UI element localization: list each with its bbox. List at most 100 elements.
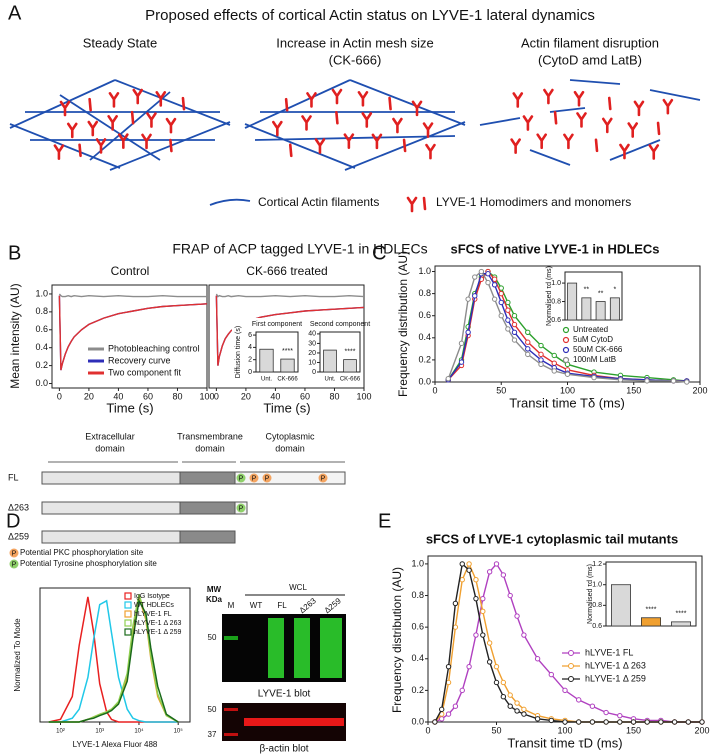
extracellular: [41, 501, 181, 515]
x-tick-label: 40: [113, 391, 123, 401]
y-axis-label: Normalized To Mode: [13, 618, 22, 692]
lane-label: Δ259: [323, 596, 344, 615]
legend-marker: [562, 336, 570, 344]
cytoplasmic: [234, 471, 346, 485]
legend-filament: [209, 198, 251, 206]
significance: ****: [676, 611, 687, 618]
lyve1-mark: [388, 96, 392, 111]
lyve1-mark: [272, 120, 283, 137]
phospho-label: P: [265, 475, 270, 482]
data-point: [551, 368, 557, 374]
domain-label: Transmembrane: [177, 431, 243, 441]
blot-label: KDa: [206, 595, 223, 604]
lyve1-mark: [411, 100, 423, 117]
y-tick-label: 0.6: [35, 324, 48, 334]
data-point: [439, 716, 445, 722]
lyve1-mark: [543, 88, 554, 105]
bar: [611, 584, 632, 627]
x-tick-label: 10⁵: [174, 728, 184, 735]
legend-text: WT HDLECs: [134, 602, 174, 609]
panel-label: E: [378, 510, 391, 532]
legend-swatch: [124, 610, 132, 618]
x-tick-label: 200: [692, 385, 707, 395]
data-point: [562, 719, 568, 725]
y-tick-label: 6: [248, 332, 252, 339]
data-point: [507, 692, 513, 698]
lyve1-mark: [425, 143, 436, 160]
legend-text: hLYVE-1 Δ 259: [134, 629, 181, 636]
lyve1-mark: [510, 138, 521, 154]
bar: [671, 621, 692, 627]
data-point: [525, 346, 531, 352]
lyve1-mark: [155, 91, 167, 107]
data-point: [459, 577, 465, 583]
x-tick-label: Unt.: [324, 377, 335, 383]
domain-label: domain: [275, 443, 305, 453]
data-point: [439, 706, 445, 713]
data-point: [493, 679, 500, 686]
data-point: [498, 299, 504, 306]
inset-title: Second component: [310, 321, 370, 328]
data-point: [603, 719, 609, 725]
state-title: Increase in Actin mesh size: [276, 35, 434, 50]
y-tick-label: 1.0: [35, 288, 48, 298]
legend-text: hLYVE-1 FL: [585, 647, 633, 657]
bar: [259, 348, 274, 373]
data-point: [452, 624, 459, 630]
lyve1-mark: [656, 121, 661, 136]
lyve1-mark: [306, 92, 317, 108]
panel-label: B: [8, 242, 21, 264]
data-point: [564, 371, 571, 377]
data-point: [507, 592, 513, 599]
data-point: [465, 296, 471, 302]
phospho-site: [318, 473, 328, 483]
data-point: [480, 595, 486, 602]
legend-text: hLYVE-1 Δ 259: [585, 673, 646, 683]
legend-marker: [562, 346, 570, 354]
lyve1-mark: [361, 112, 373, 128]
lyve1-mark: [536, 133, 547, 150]
significance: ****: [282, 348, 293, 355]
lyve1-mark: [573, 90, 585, 107]
state-title: (CK-666): [329, 52, 382, 67]
lyve1-mark: [118, 133, 129, 149]
data-point: [699, 719, 705, 725]
lyve1-mark: [95, 138, 107, 154]
significance: ****: [345, 348, 356, 355]
phospho-site: [236, 473, 246, 483]
data-point: [538, 357, 544, 363]
y-axis-label: Diffusion time (s): [235, 326, 242, 378]
data-point: [445, 663, 452, 670]
series-line: [48, 599, 179, 723]
data-point: [472, 293, 478, 299]
legend-text: Two component fit: [108, 367, 182, 377]
x-tick-label: 50: [491, 725, 501, 735]
data-point: [538, 361, 544, 368]
actin-filament: [254, 135, 456, 141]
construct-label: Δ259: [8, 531, 29, 541]
y-tick-label: 0.0: [35, 378, 48, 388]
state-title: Actin filament disruption: [521, 35, 659, 50]
lyve1-mark: [335, 110, 339, 125]
lyve1-mark: [422, 122, 434, 138]
mw-label: 50: [208, 705, 217, 714]
x-tick-label: 100: [560, 385, 575, 395]
y-tick-label: 0.2: [411, 685, 424, 695]
data-point: [589, 719, 596, 725]
legend-marker: [568, 663, 574, 669]
data-point: [511, 321, 518, 328]
x-tick-label: 150: [626, 725, 641, 735]
transmembrane: [179, 501, 236, 515]
lyve1-mark: [169, 138, 173, 153]
actin-filament: [89, 91, 171, 161]
actin-filament: [479, 117, 521, 126]
x-tick-label: 10⁴: [134, 728, 144, 735]
y-tick-label: 1.0: [551, 280, 561, 287]
actin-filament: [59, 94, 161, 161]
lyve1-mark: [301, 115, 312, 131]
marker-band: [224, 636, 238, 640]
data-point: [685, 719, 691, 725]
data-point: [485, 271, 491, 277]
data-point: [576, 697, 582, 703]
y-tick-label: 1.0: [411, 558, 424, 568]
